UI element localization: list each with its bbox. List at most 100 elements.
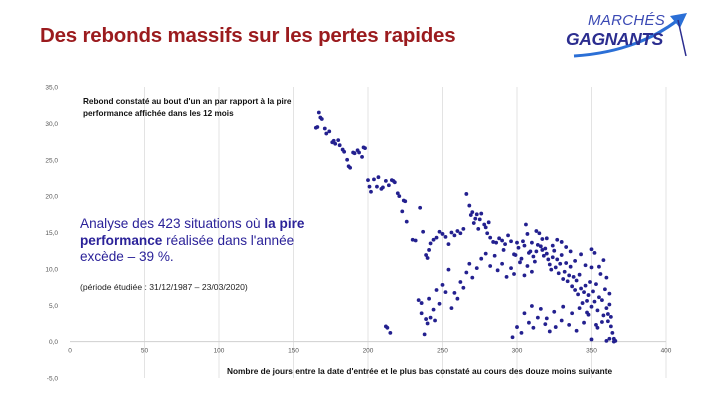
data-point (316, 110, 321, 115)
data-point (530, 304, 534, 308)
data-point (522, 243, 527, 248)
data-point (477, 217, 482, 222)
data-point (574, 278, 579, 283)
y-axis-ticks: -5,0 0,0 5,0 10,0 15,0 20,0 25,0 30,0 35,0 (45, 85, 58, 383)
data-point (419, 301, 424, 305)
y-tick-label: -5,0 (47, 376, 59, 383)
data-point (589, 304, 594, 309)
data-point (495, 268, 500, 273)
data-point (530, 240, 534, 245)
data-point (324, 131, 329, 136)
data-point (473, 216, 478, 221)
data-point (538, 306, 543, 311)
data-point (437, 229, 442, 234)
data-point (559, 253, 564, 257)
data-point (579, 252, 583, 257)
data-point (476, 226, 481, 231)
y-tick-label: 0,0 (49, 339, 58, 346)
data-point (561, 304, 566, 309)
data-point (434, 288, 439, 292)
data-point (500, 261, 504, 266)
data-point (604, 338, 609, 343)
data-point (580, 301, 585, 305)
data-point (570, 284, 575, 289)
data-point (598, 272, 603, 276)
data-point (397, 194, 402, 199)
data-point (562, 269, 567, 274)
data-point (603, 287, 607, 292)
data-point (553, 265, 558, 270)
data-point (416, 298, 421, 303)
data-point (375, 184, 379, 189)
data-point (418, 205, 423, 210)
data-point (348, 165, 353, 170)
data-point (315, 125, 320, 129)
data-point (585, 310, 589, 315)
data-point (404, 219, 409, 224)
data-point (544, 316, 549, 321)
y-axis-description: Rebond constaté au bout d'un an par rapp… (83, 97, 292, 118)
data-point (440, 282, 445, 287)
data-point (482, 222, 487, 227)
data-point (381, 185, 385, 190)
data-point (470, 275, 475, 280)
x-tick-label: 250 (437, 348, 448, 355)
data-point (425, 321, 430, 326)
page-title: Des rebonds massifs sur les pertes rapid… (40, 24, 456, 47)
data-point (392, 180, 397, 185)
data-point (586, 293, 591, 297)
data-point (434, 235, 439, 240)
data-point (488, 264, 493, 268)
data-point (608, 314, 613, 319)
data-point (468, 213, 473, 217)
data-point (510, 335, 515, 340)
data-point (550, 243, 555, 248)
analysis-text-part1: Analyse des 423 situations où (80, 216, 265, 231)
data-point (388, 330, 393, 335)
data-point (319, 117, 324, 121)
data-point (568, 249, 573, 254)
data-point (479, 211, 484, 216)
x-axis-label: Nombre de jours entre la date d'entrée e… (227, 366, 613, 376)
data-point (345, 157, 350, 162)
data-point (425, 256, 430, 260)
data-point (483, 251, 488, 256)
data-point (553, 325, 558, 329)
data-point (567, 273, 572, 278)
data-point (605, 312, 610, 316)
data-point (573, 258, 578, 263)
data-point (567, 322, 572, 327)
data-point (559, 240, 564, 244)
data-point (591, 289, 595, 294)
data-point (597, 295, 601, 300)
x-axis-ticks: 0 50 100 150 200 250 300 350 400 (68, 348, 672, 355)
data-point (467, 203, 472, 208)
data-point (525, 232, 530, 236)
data-point (458, 231, 463, 236)
data-point (522, 311, 527, 316)
data-point (433, 318, 437, 323)
x-tick-label: 350 (586, 348, 597, 355)
data-point (610, 330, 615, 335)
data-point (547, 262, 552, 267)
data-point (524, 222, 528, 227)
data-point (437, 301, 442, 306)
data-point (577, 306, 582, 311)
data-point (421, 229, 426, 234)
data-point (588, 280, 592, 284)
y-tick-label: 15,0 (45, 230, 58, 237)
data-point (534, 229, 539, 233)
data-point (532, 259, 537, 264)
data-point (504, 274, 509, 279)
data-point (337, 143, 342, 148)
data-point (471, 221, 476, 225)
data-point (376, 175, 381, 180)
data-point (446, 242, 451, 247)
data-point (543, 246, 548, 251)
data-point (500, 238, 504, 243)
data-point (525, 264, 530, 268)
data-point (552, 248, 557, 253)
data-point (577, 272, 582, 277)
data-point (424, 253, 429, 257)
